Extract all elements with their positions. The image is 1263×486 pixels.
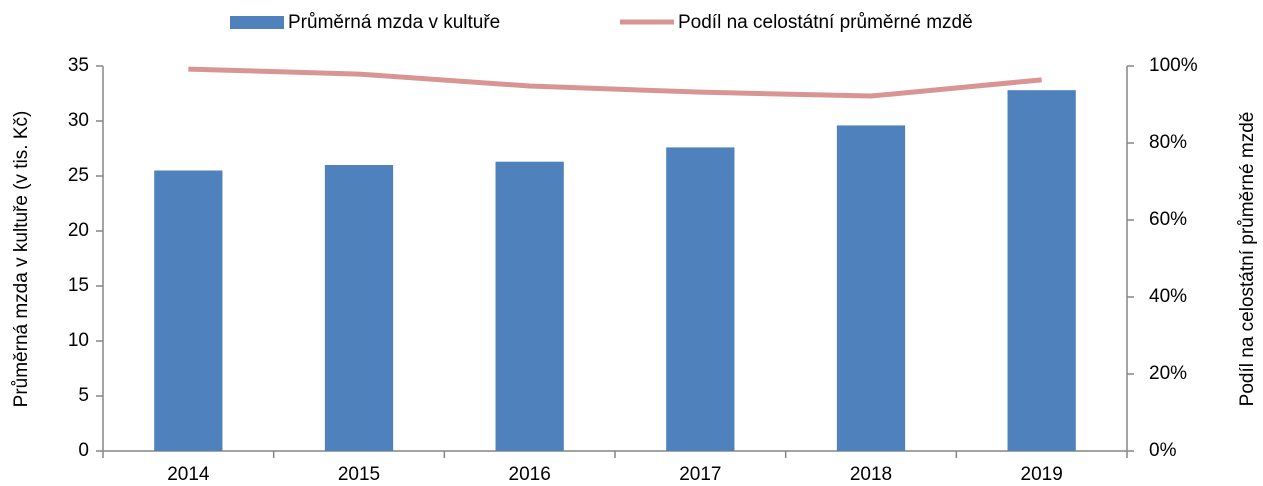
y-tick-label: 5 (78, 385, 89, 406)
bar (1007, 90, 1076, 451)
y-axis-label: Průměrná mzda v kultuře (v tis. Kč) (11, 111, 32, 408)
bar (836, 125, 906, 452)
y-tick-label: 20 (68, 220, 89, 241)
bar (666, 147, 735, 451)
bar (495, 161, 564, 451)
y-tick-label: 0 (78, 440, 89, 461)
x-tick-label: 2018 (850, 464, 892, 485)
y2-tick-label: 100% (1149, 55, 1198, 76)
y2-tick-label: 0% (1149, 440, 1177, 461)
line (188, 66, 1042, 99)
y2-tick-label: 20% (1149, 363, 1187, 384)
y2-tick-label: 80% (1149, 132, 1187, 153)
legend-label: Podíl na celostátní průměrné mzdě (678, 12, 973, 33)
legend-swatch (230, 16, 284, 29)
legend-label: Průměrná mzda v kultuře (288, 12, 500, 33)
x-tick-label: 2014 (167, 464, 210, 485)
x-tick-label: 2016 (509, 464, 551, 485)
x-tick-label: 2017 (679, 464, 721, 485)
y-tick-label: 30 (68, 110, 89, 131)
y2-tick-label: 40% (1149, 286, 1187, 307)
y-tick-label: 10 (68, 330, 89, 351)
y-tick-label: 25 (68, 165, 89, 186)
x-tick-label: 2015 (338, 464, 380, 485)
y-tick-label: 15 (68, 275, 89, 296)
y2-tick-label: 60% (1149, 209, 1187, 230)
bar (324, 165, 394, 451)
bar (154, 170, 223, 451)
y-tick-label: 35 (68, 55, 89, 76)
x-tick-label: 2019 (1021, 464, 1063, 485)
y2-axis-label: Podíl na celostátní průměrné mzdě (1237, 112, 1258, 407)
